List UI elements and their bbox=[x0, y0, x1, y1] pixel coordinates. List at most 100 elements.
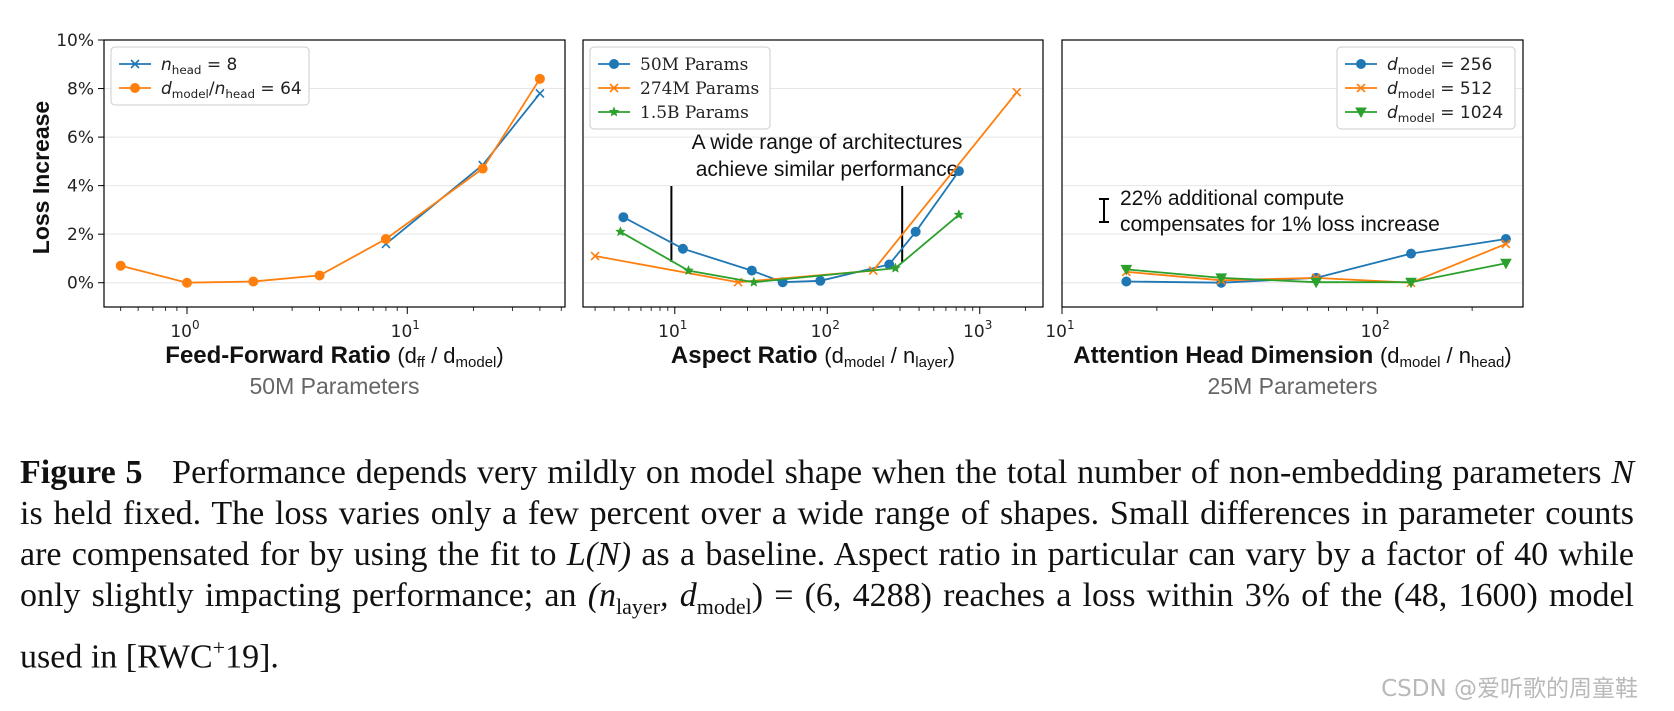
data-point bbox=[590, 251, 600, 261]
caption-text-1: Performance depends very mildly on model… bbox=[172, 454, 1612, 491]
series-2 bbox=[115, 73, 545, 288]
caption-sup: + bbox=[212, 634, 226, 660]
data-point bbox=[748, 276, 760, 287]
legend-label: dmodel = 256 bbox=[1387, 55, 1492, 77]
caption-tuple2: (48, 1600) bbox=[1393, 577, 1538, 614]
legend-label: dmodel/nhead = 64 bbox=[161, 79, 302, 101]
data-point bbox=[1215, 273, 1228, 284]
data-point bbox=[535, 88, 545, 98]
data-point bbox=[1121, 276, 1132, 287]
x-tick-label: 101 bbox=[1045, 318, 1074, 342]
data-point bbox=[677, 243, 688, 254]
watermark: CSDN @爱听歌的周童鞋 bbox=[1381, 676, 1638, 702]
data-point bbox=[815, 275, 826, 286]
data-point bbox=[1120, 264, 1133, 276]
caption-text-2: is held fixed. The loss varies only a fe… bbox=[20, 495, 1634, 573]
y-tick-label: 0% bbox=[67, 274, 94, 294]
legend-marker bbox=[608, 106, 620, 117]
legend-label: nhead = 8 bbox=[161, 55, 237, 77]
x-axis-label: Aspect Ratio (dmodel / nlayer) bbox=[671, 342, 955, 371]
y-axis-label: Loss Increase bbox=[28, 101, 54, 254]
figure-caption: Figure 5 Performance depends very mildly… bbox=[20, 452, 1634, 677]
legend-marker bbox=[130, 83, 140, 93]
chart-panel-1: 100 101 10% 8% 6% 4% 2% 0% Loss Increase Feed-For… bbox=[28, 31, 566, 399]
x-tick-label: 103 bbox=[963, 318, 992, 342]
data-point bbox=[248, 276, 259, 287]
caption-ln: L(N) bbox=[566, 536, 632, 573]
x-tick-label: 102 bbox=[1361, 318, 1390, 342]
plot-frame bbox=[582, 39, 1044, 308]
data-point bbox=[314, 270, 325, 281]
data-point bbox=[910, 226, 921, 237]
legend-label: dmodel = 1024 bbox=[1387, 103, 1503, 125]
data-point bbox=[477, 163, 488, 174]
data-point bbox=[1012, 87, 1022, 97]
data-point bbox=[953, 209, 965, 220]
data-point bbox=[1405, 277, 1417, 289]
caption-tuple: (nlayer, dmodel) = (6, 4288) bbox=[587, 577, 932, 619]
series-line bbox=[120, 78, 541, 284]
data-point bbox=[181, 277, 192, 288]
legend-marker bbox=[1356, 83, 1366, 93]
x-tick-label: 101 bbox=[658, 318, 687, 342]
x-tick-label: 100 bbox=[170, 318, 199, 342]
data-point bbox=[746, 265, 757, 276]
x-tick-label: 101 bbox=[391, 318, 420, 342]
data-point bbox=[1500, 234, 1511, 245]
annotation-line-2: compensates for 1% loss increase bbox=[1120, 213, 1440, 236]
chart-subtitle: 25M Parameters bbox=[1207, 373, 1377, 399]
legend-label: 50M Params bbox=[640, 55, 748, 75]
data-point bbox=[1501, 239, 1511, 249]
plot-frame bbox=[103, 39, 566, 308]
caption-text-5: model used in [RWC bbox=[20, 577, 1635, 676]
caption-text-6: 19]. bbox=[225, 638, 279, 676]
legend-marker bbox=[130, 59, 140, 69]
series-3 bbox=[615, 209, 965, 287]
data-point bbox=[1406, 248, 1417, 259]
legend-label: dmodel = 512 bbox=[1387, 79, 1492, 101]
y-tick-label: 2% bbox=[67, 225, 94, 245]
y-tick-label: 4% bbox=[67, 177, 94, 197]
legend: 50M Params 274M Params 1.5B Params bbox=[589, 46, 771, 130]
caption-text-4: reaches a loss within 3% of the bbox=[931, 577, 1394, 614]
series-line bbox=[622, 170, 960, 284]
x-axis-label: Feed-Forward Ratio (dff / dmodel) bbox=[165, 342, 503, 371]
legend-label: 274M Params bbox=[640, 79, 759, 99]
legend-box bbox=[589, 46, 771, 130]
legend-marker bbox=[1356, 59, 1366, 69]
y-tick-label: 8% bbox=[67, 80, 94, 100]
series-3 bbox=[1120, 258, 1512, 289]
legend-marker bbox=[609, 83, 619, 93]
data-point bbox=[1310, 277, 1322, 289]
legend-marker bbox=[1355, 107, 1367, 119]
figure-5-charts: 100 101 10% 8% 6% 4% 2% 0% Loss Increase Feed-For… bbox=[28, 31, 1524, 399]
data-point bbox=[380, 234, 391, 245]
x-axis-label: Attention Head Dimension (dmodel / nhead… bbox=[1073, 342, 1511, 371]
x-tick-label: 102 bbox=[811, 318, 840, 342]
legend-marker bbox=[609, 59, 619, 69]
data-point bbox=[683, 264, 694, 276]
y-tick-label: 6% bbox=[67, 128, 94, 148]
chart-subtitle: 50M Parameters bbox=[249, 373, 419, 399]
caption-label: Figure 5 bbox=[20, 454, 143, 491]
data-point bbox=[115, 260, 126, 271]
legend-label: 1.5B Params bbox=[640, 103, 749, 123]
data-point bbox=[534, 73, 545, 84]
y-tick-label: 10% bbox=[56, 31, 94, 51]
legend-box bbox=[1336, 46, 1516, 130]
data-point bbox=[615, 226, 626, 237]
data-point bbox=[890, 262, 901, 273]
annotation-line-1: A wide range of architectures bbox=[692, 131, 963, 154]
annotation-line-1: 22% additional compute bbox=[1120, 187, 1344, 210]
legend-box bbox=[110, 46, 310, 106]
chart-panel-2: 101 102 103 Aspect Ratio (dmodel / nlayer) A… bbox=[582, 39, 1044, 371]
data-point bbox=[1500, 258, 1512, 270]
annotation-line-2: achieve similar performance bbox=[696, 158, 959, 181]
plot-frame bbox=[1061, 39, 1524, 308]
caption-var-n: N bbox=[1611, 454, 1635, 491]
data-point bbox=[618, 212, 629, 223]
caption-text-3: as a baseline. Aspect ratio in particula… bbox=[20, 536, 1635, 614]
